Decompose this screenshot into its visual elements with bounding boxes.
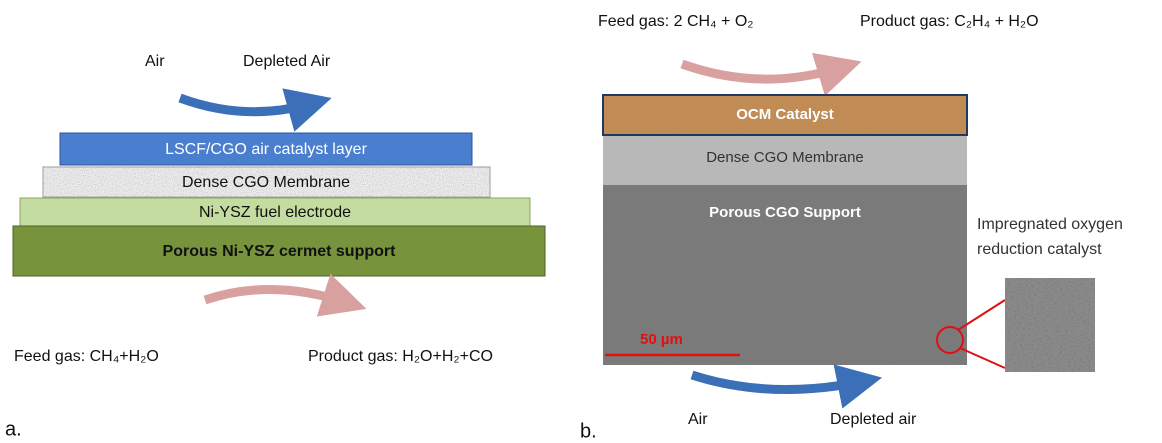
texture <box>1005 278 1095 372</box>
layer-label: OCM Catalyst <box>736 106 834 123</box>
inset-label: reduction catalyst <box>977 241 1102 258</box>
outlet-top: Depleted Air <box>243 53 331 70</box>
outlet-top: Product gas: C₂H₄ + H₂O <box>860 13 1039 30</box>
layer-label: Ni-YSZ fuel electrode <box>199 204 351 221</box>
inlet-top: Feed gas: 2 CH₄ + O₂ <box>598 13 753 30</box>
panel-b: Feed gas: 2 CH₄ + O₂ Product gas: C₂H₄ +… <box>580 13 1123 442</box>
diagram: Air Depleted Air LSCF/CGO air catalyst l… <box>0 0 1162 443</box>
layer-label: Dense CGO Membrane <box>706 149 864 166</box>
inset-label: Impregnated oxygen <box>977 216 1123 233</box>
arrow <box>180 98 310 112</box>
inlet-bottom: Feed gas: CH₄+H₂O <box>14 348 159 365</box>
layer-label: Porous CGO Support <box>709 204 861 221</box>
layer-label: Dense CGO Membrane <box>182 174 350 191</box>
panel-label: a. <box>5 418 22 440</box>
layer-label: Porous Ni-YSZ cermet support <box>163 243 397 260</box>
layer-label: LSCF/CGO air catalyst layer <box>165 141 368 158</box>
inlet-top: Air <box>145 53 165 70</box>
panel-a: Air Depleted Air LSCF/CGO air catalyst l… <box>5 53 545 440</box>
inlet-bottom: Air <box>688 411 708 428</box>
outlet-bottom: Depleted air <box>830 411 917 428</box>
arrow <box>205 289 345 302</box>
outlet-bottom: Product gas: H₂O+H₂+CO <box>308 348 493 365</box>
panel-label: b. <box>580 420 597 442</box>
arrow <box>692 375 860 390</box>
scale-label: 50 µm <box>640 331 683 348</box>
arrow <box>682 64 840 79</box>
